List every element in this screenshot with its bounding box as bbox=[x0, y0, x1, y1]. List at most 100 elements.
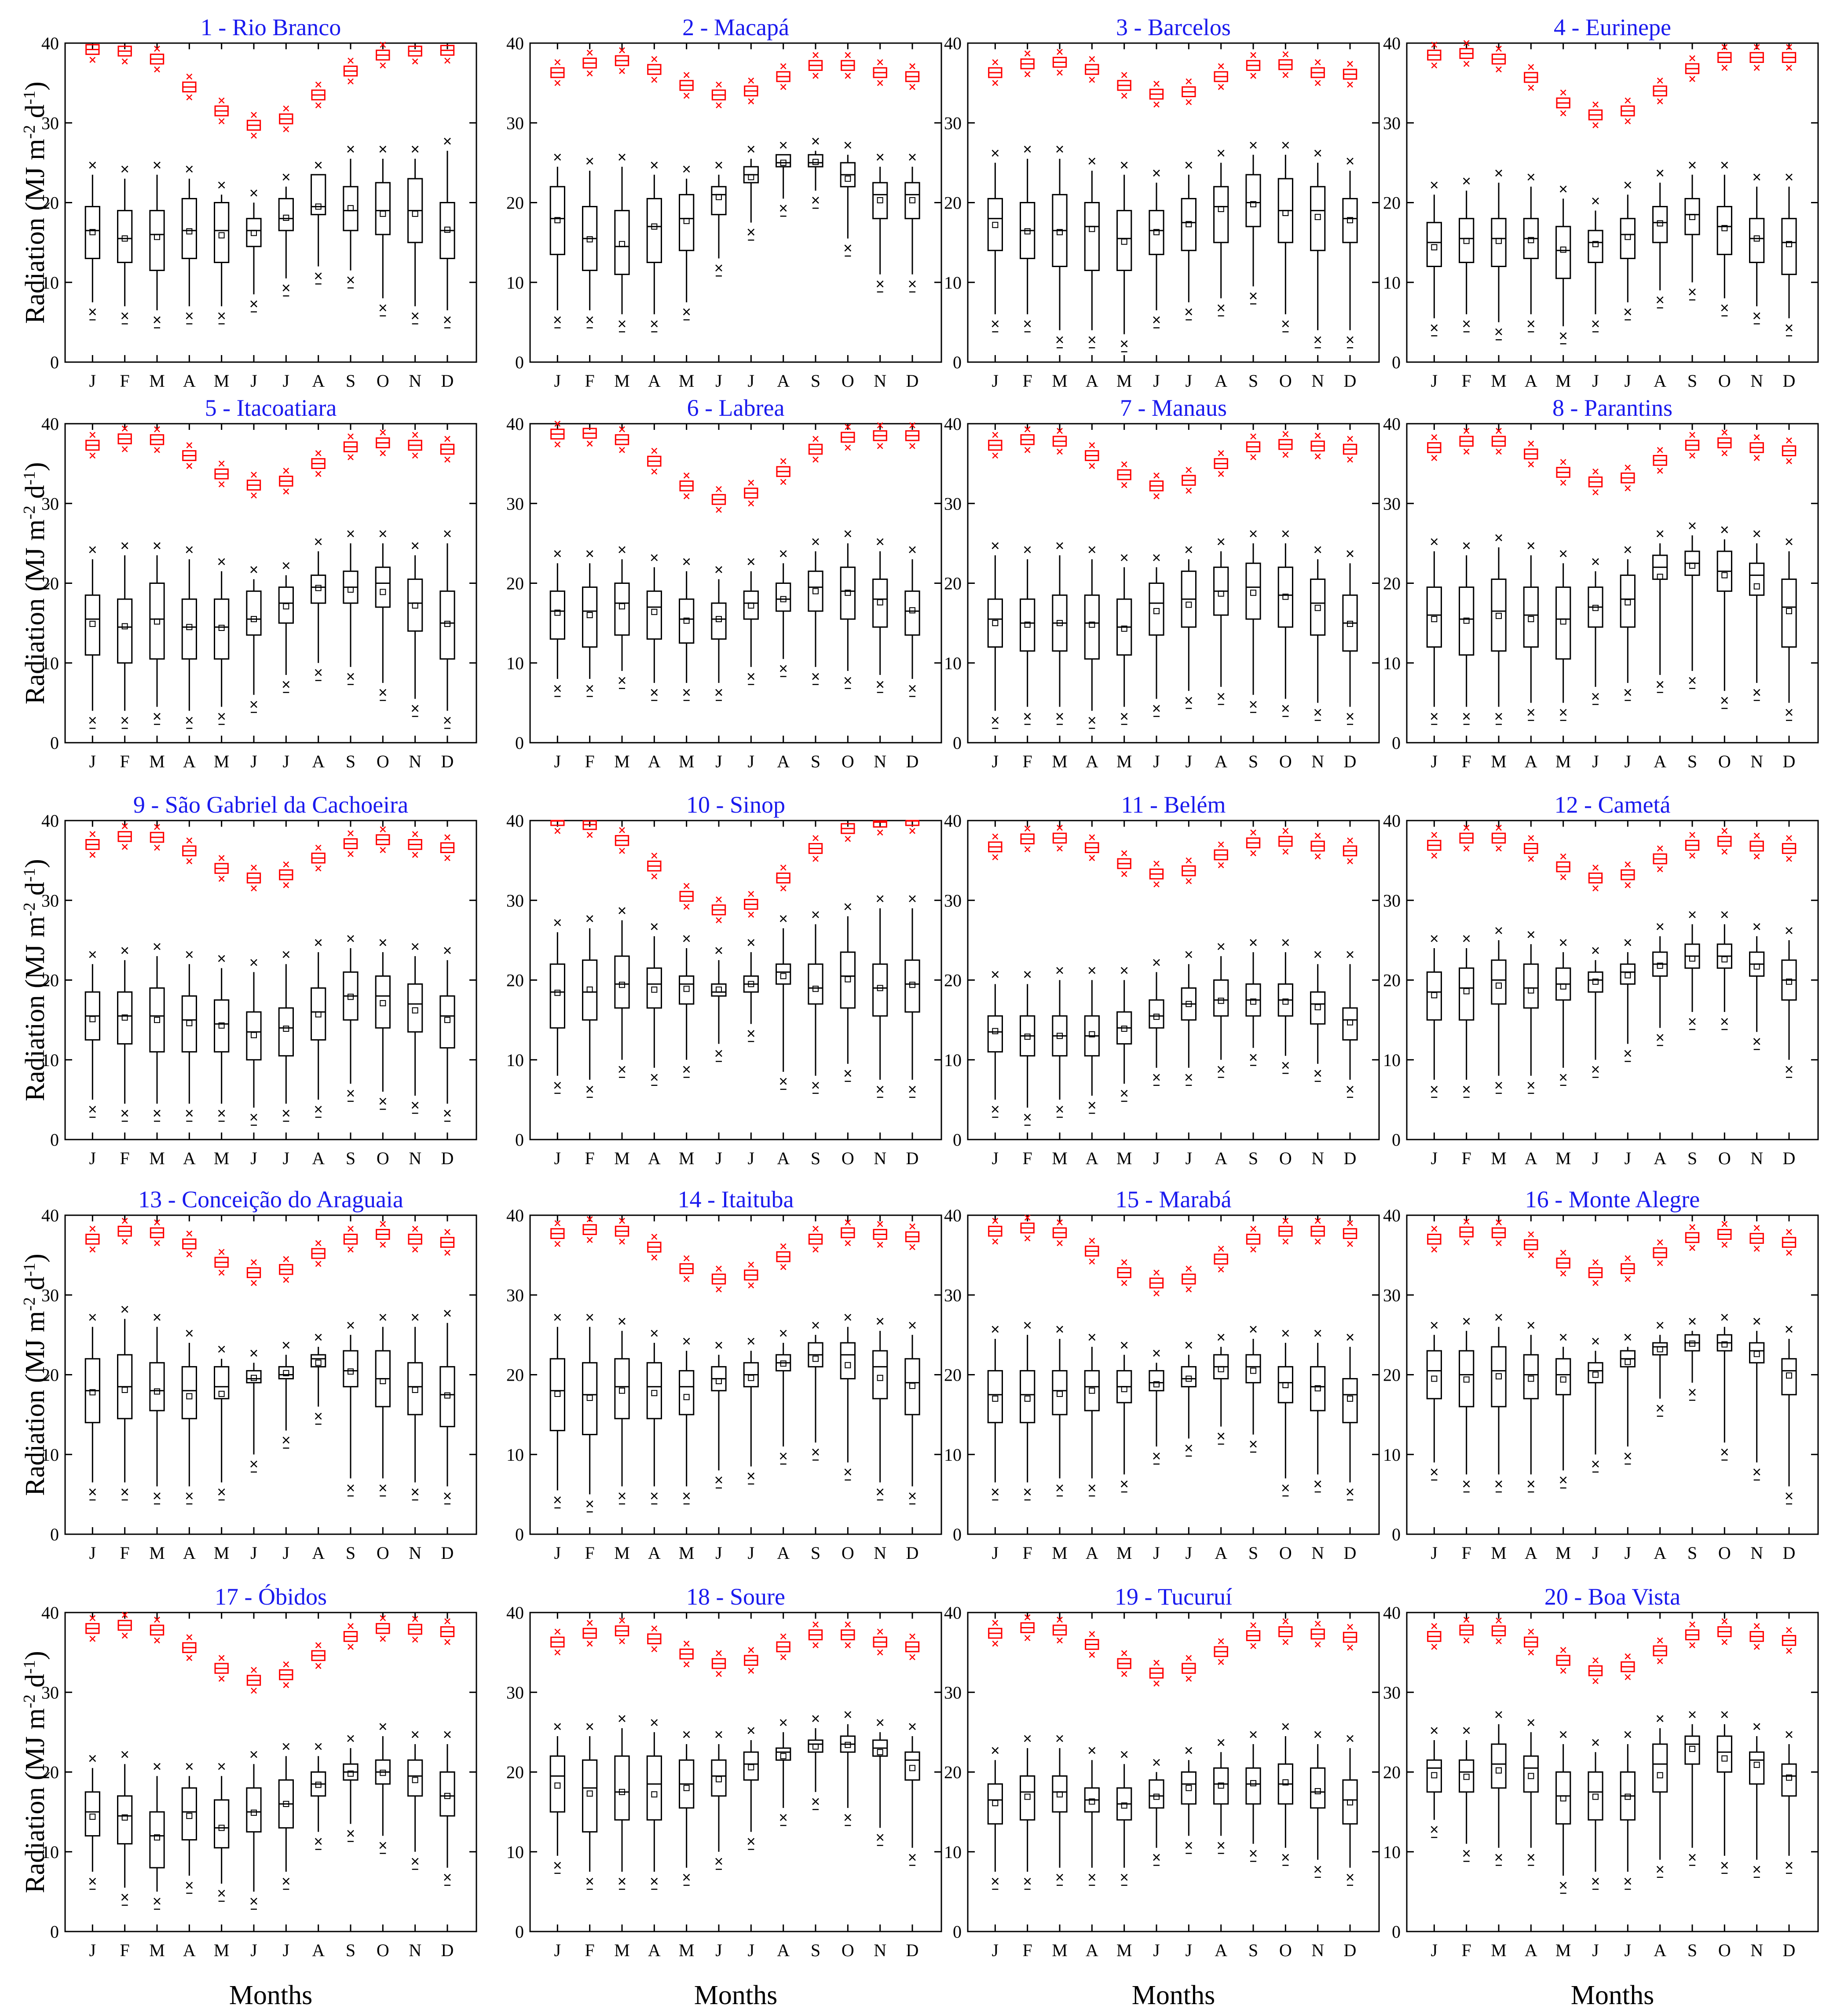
box-iqr bbox=[1116, 210, 1132, 271]
ext-outlier bbox=[89, 1635, 96, 1642]
outlier-marker bbox=[554, 550, 561, 557]
extraterrestrial-box bbox=[117, 1612, 132, 1639]
measured-box bbox=[84, 951, 100, 1118]
ext-outlier bbox=[992, 80, 999, 86]
outlier-marker bbox=[1347, 1334, 1354, 1341]
outlier-marker bbox=[715, 566, 722, 573]
ext-outlier bbox=[121, 843, 128, 850]
outlier-marker bbox=[1689, 1389, 1696, 1396]
box-iqr bbox=[1588, 230, 1603, 263]
outlier-marker bbox=[812, 673, 819, 680]
month-label: M bbox=[1491, 1543, 1507, 1563]
ext-outlier bbox=[1657, 447, 1663, 453]
outlier-marker bbox=[1347, 1735, 1354, 1742]
outlier-marker bbox=[1786, 927, 1793, 935]
extraterrestrial-box bbox=[647, 447, 662, 475]
ext-outlier bbox=[1186, 1655, 1192, 1661]
box-iqr bbox=[679, 975, 695, 1005]
ext-outlier bbox=[812, 856, 819, 862]
outlier-marker bbox=[411, 1858, 419, 1865]
ext-outlier bbox=[780, 885, 787, 891]
measured-box bbox=[711, 161, 727, 277]
month-label: M bbox=[1116, 1543, 1132, 1563]
box-iqr bbox=[278, 1366, 294, 1380]
outlier-marker bbox=[121, 1305, 128, 1313]
box-mean bbox=[154, 1388, 160, 1395]
ext-outlier bbox=[780, 1264, 787, 1270]
ext-outlier bbox=[1463, 825, 1470, 831]
ext-outlier bbox=[1024, 1614, 1031, 1620]
box-iqr bbox=[987, 1783, 1003, 1825]
ext-outlier bbox=[1057, 845, 1063, 852]
ext-outlier bbox=[412, 852, 418, 858]
outlier-marker bbox=[683, 1731, 690, 1738]
outlier-marker bbox=[1624, 689, 1632, 696]
outlier-marker bbox=[812, 1322, 819, 1329]
outlier-marker bbox=[250, 1349, 257, 1357]
measured-box bbox=[1781, 1326, 1797, 1505]
ext-outlier bbox=[1089, 855, 1095, 861]
box-iqr bbox=[711, 1759, 727, 1797]
box-iqr bbox=[1684, 198, 1700, 235]
outlier-marker bbox=[347, 1322, 354, 1329]
box-iqr bbox=[549, 1755, 565, 1813]
box-iqr bbox=[1749, 1751, 1765, 1785]
outlier-marker bbox=[315, 161, 322, 169]
outlier-marker bbox=[1024, 1877, 1031, 1885]
outlier-marker bbox=[282, 1342, 290, 1349]
ext-outlier bbox=[1625, 485, 1631, 491]
ext-outlier bbox=[1186, 1675, 1192, 1682]
measured-box bbox=[1523, 173, 1539, 333]
box-mean bbox=[1218, 590, 1224, 597]
extraterrestrial-box bbox=[1749, 44, 1764, 71]
extraterrestrial-box bbox=[1020, 50, 1035, 77]
month-label: D bbox=[1344, 371, 1357, 391]
box-iqr bbox=[1277, 1366, 1293, 1404]
box-mean bbox=[1186, 1375, 1192, 1382]
box-mean bbox=[1592, 241, 1599, 247]
outlier-marker bbox=[715, 264, 722, 272]
box-iqr bbox=[679, 1370, 695, 1415]
ext-outlier bbox=[909, 1223, 915, 1230]
ext-outlier bbox=[1153, 1290, 1160, 1297]
box-mean bbox=[1089, 621, 1095, 628]
y-tick-label: 20 bbox=[506, 193, 524, 213]
ext-outlier bbox=[89, 1225, 96, 1232]
extraterrestrial-box bbox=[711, 1265, 726, 1293]
ext-outlier bbox=[1153, 1660, 1160, 1666]
measured-box bbox=[311, 1743, 326, 1850]
ext-outlier bbox=[812, 73, 819, 79]
box-mean bbox=[1314, 605, 1321, 611]
ext-outlier bbox=[1121, 1259, 1127, 1265]
outlier-marker bbox=[1088, 158, 1096, 165]
ext-outlier bbox=[1282, 828, 1289, 834]
outlier-marker bbox=[779, 665, 787, 672]
ext-outlier bbox=[444, 855, 450, 861]
outlier-marker bbox=[1592, 1877, 1599, 1885]
measured-box bbox=[711, 947, 727, 1062]
measured-box bbox=[743, 1727, 759, 1850]
y-tick-label: 0 bbox=[1392, 1525, 1401, 1544]
box-mean bbox=[1592, 605, 1599, 611]
month-label: M bbox=[1555, 751, 1571, 771]
box-mean bbox=[412, 1007, 418, 1014]
extraterrestrial-box bbox=[1052, 49, 1067, 76]
ext-outlier bbox=[1218, 1266, 1224, 1273]
extraterrestrial-box bbox=[873, 1221, 887, 1248]
outlier-marker bbox=[1217, 1842, 1225, 1849]
outlier-marker bbox=[1314, 951, 1321, 958]
outlier-marker bbox=[1217, 1066, 1225, 1073]
ext-outlier bbox=[218, 1675, 225, 1682]
extraterrestrial-box bbox=[1085, 1631, 1099, 1658]
extraterrestrial-box bbox=[615, 827, 629, 854]
extraterrestrial-box bbox=[711, 896, 726, 924]
box-mean bbox=[1528, 987, 1534, 994]
extraterrestrial-box bbox=[1685, 1621, 1700, 1649]
box-mean bbox=[218, 1391, 225, 1397]
box-mean bbox=[619, 603, 625, 610]
measured-box bbox=[1426, 181, 1442, 337]
box-iqr bbox=[117, 991, 133, 1045]
